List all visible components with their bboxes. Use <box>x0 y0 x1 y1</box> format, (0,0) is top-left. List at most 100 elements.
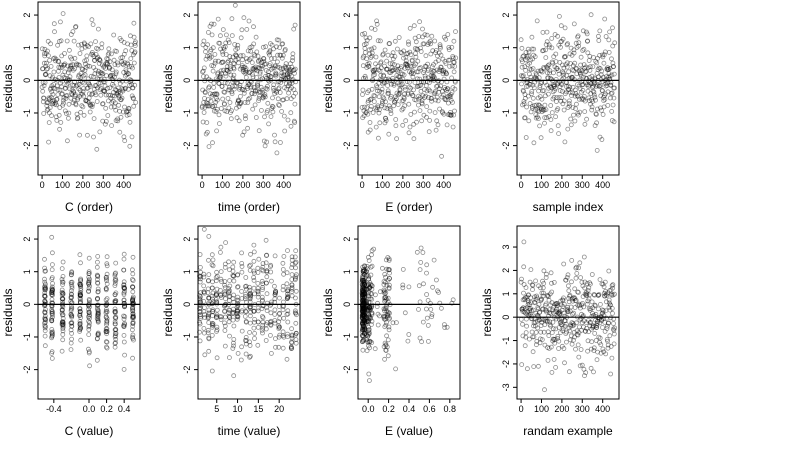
data-point <box>121 366 127 372</box>
data-point <box>105 85 110 91</box>
data-point <box>528 57 534 63</box>
data-point <box>232 2 238 8</box>
data-point <box>206 348 212 354</box>
data-point <box>259 59 265 65</box>
data-point <box>271 283 277 289</box>
data-point <box>433 59 439 65</box>
data-point <box>416 96 422 102</box>
data-point <box>383 118 389 123</box>
data-point <box>281 315 287 321</box>
data-point <box>417 108 423 113</box>
data-point <box>245 48 251 54</box>
data-point <box>258 89 264 95</box>
data-point <box>578 71 583 77</box>
x-tick-label: 200 <box>395 180 410 190</box>
data-point <box>266 50 272 56</box>
data-point <box>529 104 535 109</box>
data-point <box>450 54 456 59</box>
data-point <box>92 71 98 77</box>
data-point <box>102 83 108 89</box>
data-point <box>279 55 285 61</box>
data-point <box>121 70 127 75</box>
data-point <box>436 86 442 92</box>
data-point <box>215 70 221 76</box>
data-point <box>54 97 59 102</box>
data-point <box>561 107 567 113</box>
data-point <box>227 87 233 93</box>
data-point <box>121 51 127 57</box>
data-point <box>605 67 610 72</box>
data-point <box>116 95 122 101</box>
data-point <box>203 131 209 137</box>
data-point <box>611 71 617 77</box>
y-tick-label: 1 <box>182 45 192 50</box>
y-axis-label: residuals <box>480 64 494 112</box>
data-point <box>553 364 558 370</box>
data-point <box>252 91 257 97</box>
data-point <box>94 146 100 152</box>
data-point <box>119 86 125 91</box>
data-point <box>401 55 406 61</box>
data-point <box>62 69 68 75</box>
data-point <box>603 83 609 89</box>
data-point <box>243 75 249 80</box>
data-point <box>79 42 84 47</box>
data-point <box>42 298 48 304</box>
data-point <box>572 77 577 83</box>
data-point <box>524 53 530 59</box>
data-point <box>538 104 544 110</box>
data-point <box>432 38 438 44</box>
data-point <box>93 83 99 89</box>
data-point <box>273 73 279 79</box>
data-point <box>569 52 575 58</box>
data-point <box>546 62 552 68</box>
data-point <box>521 290 526 296</box>
x-tick-label: 300 <box>416 180 431 190</box>
data-point <box>578 54 584 60</box>
data-point <box>59 84 64 90</box>
data-point <box>403 61 409 67</box>
data-point <box>218 68 224 74</box>
data-point <box>240 57 245 63</box>
data-point <box>448 112 454 118</box>
data-point <box>49 83 55 89</box>
data-point <box>397 90 403 96</box>
data-point <box>239 65 245 70</box>
data-point <box>254 82 260 88</box>
data-point <box>276 295 282 301</box>
data-point <box>253 115 259 120</box>
data-point <box>49 113 54 118</box>
data-point <box>426 95 432 100</box>
y-tick-label: 2 <box>22 237 32 242</box>
data-point <box>377 88 383 94</box>
data-point <box>199 103 205 109</box>
data-point <box>100 71 106 76</box>
data-point <box>126 112 132 118</box>
data-point <box>559 38 565 44</box>
data-point <box>540 285 546 291</box>
data-point <box>585 50 591 56</box>
data-point <box>580 82 586 87</box>
data-point <box>404 63 410 69</box>
data-point <box>375 105 381 110</box>
data-point <box>426 87 432 93</box>
data-point <box>609 109 615 114</box>
data-point <box>411 63 417 69</box>
data-point <box>92 57 97 63</box>
data-point <box>599 68 605 74</box>
data-point <box>224 109 230 114</box>
data-point <box>253 88 258 94</box>
data-point <box>267 49 273 55</box>
data-point <box>280 41 286 47</box>
data-point <box>130 254 136 260</box>
data-point <box>430 73 436 79</box>
data-point <box>544 82 550 88</box>
x-tick-label: 0.2 <box>100 404 113 414</box>
data-point <box>218 244 224 250</box>
data-point <box>201 100 207 105</box>
data-point <box>61 95 67 101</box>
data-point <box>52 29 57 35</box>
data-point <box>62 61 68 67</box>
data-point <box>449 90 455 95</box>
data-point <box>605 67 611 73</box>
